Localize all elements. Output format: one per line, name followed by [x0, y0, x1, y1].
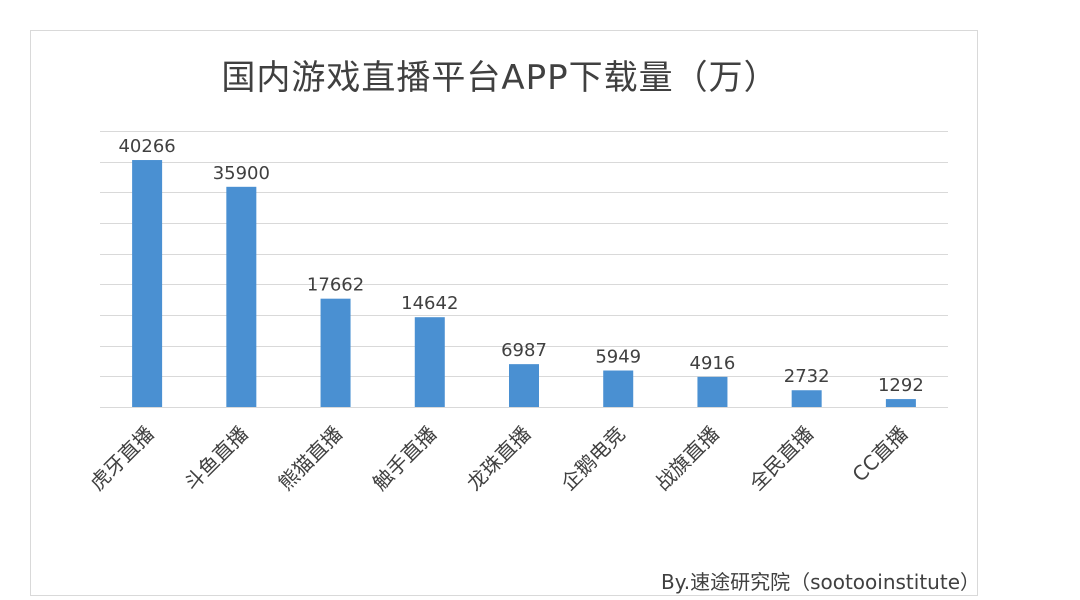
category-label: 企鹅电竞 — [556, 422, 630, 496]
bar — [603, 370, 634, 407]
data-label: 2732 — [784, 366, 830, 387]
bar — [697, 376, 728, 407]
category-label: 龙珠直播 — [462, 422, 536, 496]
category-labels: 虎牙直播 斗鱼直播 熊猫直播 触手直播 龙珠直播 企鹅电竞 战旗直播 全民直播 CC直播 — [85, 422, 912, 496]
bars — [132, 160, 916, 407]
category-label: 战旗直播 — [650, 422, 724, 496]
bar — [226, 186, 257, 407]
chart-frame — [30, 30, 978, 596]
data-label: 5949 — [595, 347, 641, 368]
data-label: 40266 — [118, 136, 175, 157]
bar — [791, 390, 822, 407]
category-label: CC直播 — [847, 422, 912, 487]
bar — [885, 399, 916, 407]
category-label: 触手直播 — [368, 422, 442, 496]
data-label: 4916 — [690, 353, 736, 374]
bar — [509, 364, 539, 407]
data-labels: 40266 35900 17662 14642 6987 5949 4916 2732 1292 — [118, 136, 923, 396]
data-label: 6987 — [501, 340, 547, 361]
category-label: 虎牙直播 — [85, 422, 159, 496]
category-label: 全民直播 — [745, 422, 819, 496]
data-label: 17662 — [307, 275, 364, 296]
category-label: 熊猫直播 — [274, 422, 348, 496]
data-label: 14642 — [401, 293, 458, 314]
bar — [320, 298, 351, 407]
data-label: 35900 — [213, 163, 270, 184]
data-label: 1292 — [878, 375, 924, 396]
bar — [132, 160, 163, 407]
category-label: 斗鱼直播 — [179, 422, 253, 496]
bar — [414, 317, 445, 407]
chart-title: 国内游戏直播平台APP下载量（万） — [221, 58, 779, 98]
source-credit: By.速途研究院（sootooinstitute） — [661, 570, 980, 594]
